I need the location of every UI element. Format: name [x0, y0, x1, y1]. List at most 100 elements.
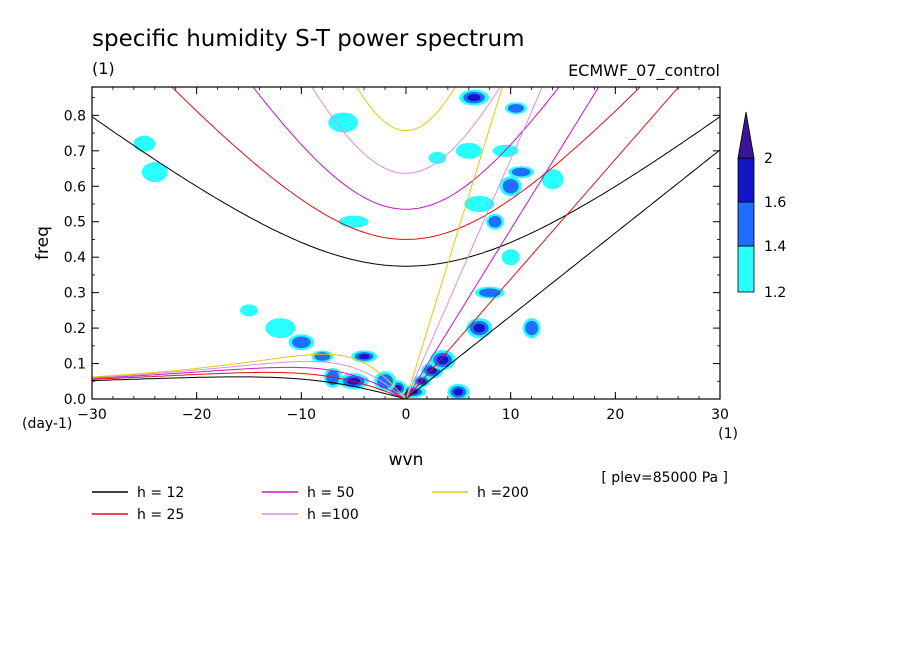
power-blob [459, 89, 490, 106]
power-blob [455, 142, 482, 159]
y-unit-label: (day-1) [22, 416, 72, 432]
axes: −30 −20 −10 0 10 20 30 0.0 0.1 0.2 0.3 0.4 0.5 0.6 0.7… [64, 87, 729, 423]
power-contour-level [358, 353, 370, 360]
x-tick-label: −30 [77, 407, 107, 423]
power-contour-level [492, 144, 519, 157]
power-blob [288, 334, 315, 351]
rossby-wave-curve [92, 360, 407, 399]
power-contour-level [291, 336, 311, 349]
pressure-level-note: [ plev=85000 Pa ] [601, 470, 728, 486]
inertio-gravity-curve [311, 87, 501, 174]
power-blob [323, 367, 342, 388]
y-tick-label: 0.3 [64, 286, 86, 302]
power-blob [464, 196, 495, 212]
inertio-gravity-curve [356, 87, 456, 132]
power-contour-level [428, 151, 447, 164]
colorbar-label: 2 [764, 151, 773, 167]
power-blob [141, 162, 168, 183]
power-blob [328, 112, 359, 133]
plot-frame [91, 86, 721, 400]
power-contour-level [328, 112, 359, 133]
x-axis-label: wvn [389, 450, 424, 470]
legend-label: h =200 [477, 485, 529, 501]
power-contour-level [338, 215, 369, 228]
y-tick-label: 0.8 [64, 108, 86, 124]
dispersion-curve-100 [92, 87, 543, 399]
power-blob [428, 151, 447, 164]
power-contour-level [133, 135, 156, 152]
power-blob [351, 350, 378, 363]
power-contour-level [326, 370, 340, 385]
y-tick-label: 0.1 [64, 357, 86, 373]
power-blob [485, 213, 504, 230]
legend-label: h = 12 [137, 485, 184, 501]
power-blob [492, 144, 519, 157]
power-contour-level [507, 103, 524, 113]
power-blob [504, 102, 527, 115]
power-contour-level [455, 142, 482, 159]
colorbar-extend-arrow [737, 111, 755, 159]
colorbar-label: 1.2 [764, 285, 786, 301]
inertio-gravity-curve [92, 116, 720, 267]
x-tick-label: 20 [606, 407, 624, 423]
rossby-wave-curve [92, 353, 407, 399]
x-tick-label: 10 [502, 407, 520, 423]
y-tick-label: 0.4 [64, 250, 86, 266]
kelvin-wave-curve [405, 87, 600, 399]
inertio-gravity-curve [171, 87, 641, 240]
power-contour-level [473, 323, 485, 333]
x-unit-label: (1) [718, 426, 738, 442]
x-tick-label: −20 [182, 407, 212, 423]
chart-subtitle-right: ECMWF_07_control [568, 61, 720, 81]
kelvin-wave-curve [405, 149, 720, 399]
power-contour-level [436, 355, 449, 365]
rossby-wave-curve [92, 376, 407, 399]
power-blob [338, 215, 369, 228]
inertio-gravity-curve [252, 87, 560, 210]
power-contour-level [377, 374, 393, 389]
colorbar-label: 1.4 [764, 239, 786, 255]
chart-subtitle-left: (1) [92, 59, 115, 78]
legend-label: h = 25 [137, 507, 184, 523]
kelvin-wave-curve [405, 87, 680, 399]
colorbar-label: 1.6 [764, 195, 786, 211]
y-tick-label: 0.5 [64, 215, 86, 231]
colorbar-segment [737, 157, 755, 203]
power-contour-level [467, 94, 481, 102]
power-contour-level [464, 196, 495, 212]
rossby-wave-curve [92, 366, 407, 399]
power-contours [133, 89, 564, 399]
colorbar-segment [737, 245, 755, 293]
power-blob [474, 286, 505, 299]
power-contour-level [393, 384, 402, 392]
kelvin-wave-curve [405, 87, 503, 399]
power-blob [499, 176, 522, 197]
rossby-wave-curve [92, 371, 407, 399]
power-blob [265, 318, 296, 339]
dispersion-curve-200 [92, 87, 503, 399]
kelvin-wave-curve [405, 87, 543, 399]
power-blob [374, 371, 397, 392]
power-contour-level [511, 167, 531, 177]
power-contour-level [525, 320, 539, 336]
chart-title: specific humidity S-T power spectrum [92, 26, 524, 52]
power-contour-level [141, 162, 168, 183]
dispersion-curve-50 [92, 87, 600, 399]
power-blob [466, 318, 493, 339]
x-tick-label: −10 [287, 407, 317, 423]
power-contour-level [502, 179, 519, 194]
power-contour-level [314, 352, 331, 361]
colorbar-segment [737, 201, 755, 247]
y-tick-label: 0.2 [64, 321, 86, 337]
legend: h = 12 h = 25 h = 50 h =100 h =200 [92, 485, 529, 523]
power-blob [541, 169, 564, 190]
power-contour-level [488, 215, 502, 228]
power-contour-level [453, 388, 464, 396]
legend-label: h =100 [307, 507, 359, 523]
power-contour-level [501, 249, 520, 266]
power-contour-level [541, 169, 564, 190]
colorbar: 1.2 1.4 1.6 2 [737, 111, 786, 301]
x-tick-label: 30 [711, 407, 729, 423]
power-blob [508, 166, 535, 179]
